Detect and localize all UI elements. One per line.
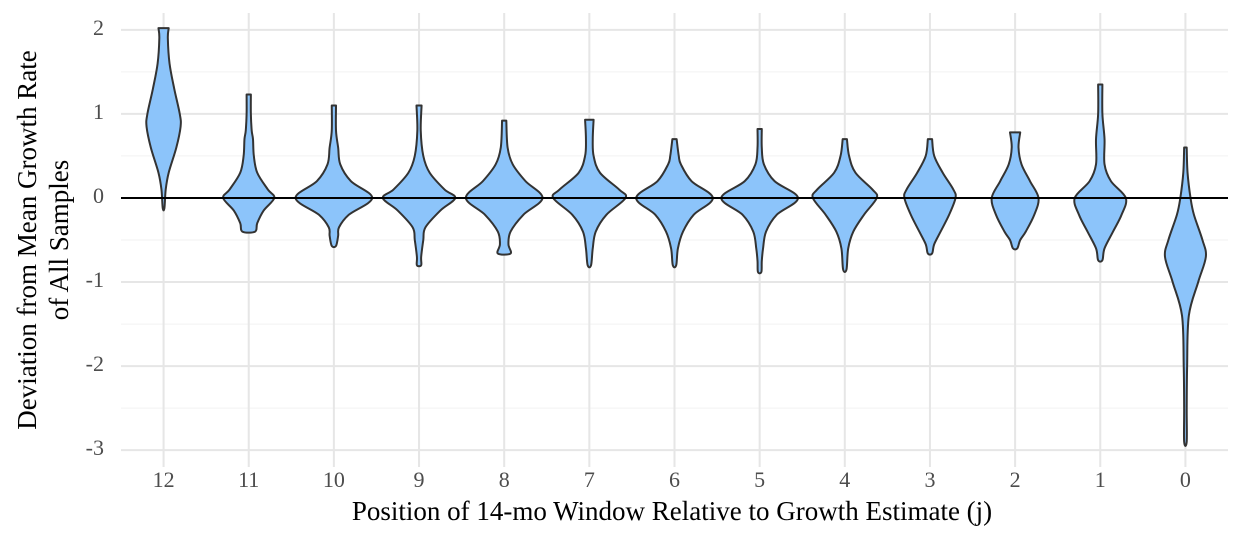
x-tick-label: 2 bbox=[1010, 467, 1021, 492]
violin bbox=[811, 138, 879, 274]
x-tick-label: 6 bbox=[669, 467, 680, 492]
violin bbox=[990, 131, 1040, 251]
y-tick-label: 1 bbox=[93, 99, 104, 124]
x-tick-label: 9 bbox=[414, 467, 425, 492]
x-tick-label: 5 bbox=[754, 467, 765, 492]
violin bbox=[294, 104, 374, 249]
x-axis-label: Position of 14-mo Window Relative to Gro… bbox=[352, 496, 992, 526]
y-tick-label: -3 bbox=[86, 435, 104, 460]
violin bbox=[145, 27, 182, 212]
y-tick-label: -2 bbox=[86, 351, 104, 376]
violin bbox=[381, 104, 457, 268]
violin bbox=[635, 138, 714, 269]
violin bbox=[222, 93, 276, 234]
x-tick-label: 12 bbox=[153, 467, 175, 492]
violin bbox=[551, 118, 628, 269]
y-tick-label: 0 bbox=[93, 183, 104, 208]
y-tick-label: -1 bbox=[86, 267, 104, 292]
violin bbox=[720, 128, 799, 275]
x-tick-label: 1 bbox=[1095, 467, 1106, 492]
x-tick-label: 4 bbox=[839, 467, 850, 492]
violin bbox=[1073, 83, 1128, 263]
violin bbox=[903, 138, 957, 256]
x-tick-label: 3 bbox=[924, 467, 935, 492]
violin bbox=[1163, 146, 1207, 447]
x-tick-label: 10 bbox=[323, 467, 345, 492]
x-tick-label: 7 bbox=[584, 467, 595, 492]
x-tick-label: 0 bbox=[1180, 467, 1191, 492]
violin bbox=[464, 119, 544, 256]
x-tick-label: 11 bbox=[238, 467, 259, 492]
x-tick-label: 8 bbox=[499, 467, 510, 492]
y-axis-label: Deviation from Mean Growth Rate bbox=[12, 50, 42, 429]
y-axis-label: of All Samples bbox=[44, 160, 74, 321]
y-tick-label: 2 bbox=[93, 15, 104, 40]
